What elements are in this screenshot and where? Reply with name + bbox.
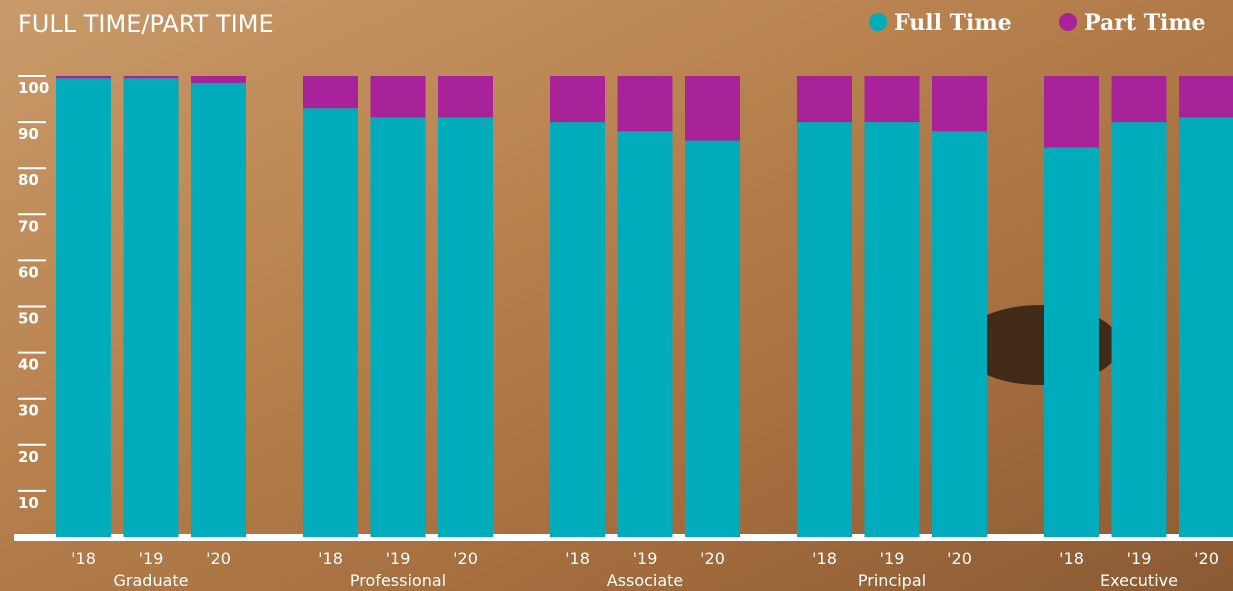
- bar-segment: [617, 131, 673, 537]
- y-tick-label: 100: [18, 79, 49, 97]
- bar-segment: [685, 76, 740, 141]
- legend-label: Part Time: [1084, 10, 1206, 36]
- y-tick-label: 20: [18, 448, 39, 466]
- x-tick-label: '18: [1059, 549, 1084, 568]
- bar-segment: [1044, 147, 1099, 537]
- legend-swatch: [1059, 13, 1077, 31]
- bar-segment: [932, 131, 987, 537]
- x-tick-label: '19: [386, 549, 411, 568]
- legend-swatch: [869, 13, 887, 31]
- bar-segment: [797, 76, 852, 123]
- bar-segment: [123, 76, 179, 79]
- bar-segment: [438, 117, 493, 538]
- legend: Full Time Part Time: [869, 10, 1206, 36]
- x-tick-label: '19: [139, 549, 164, 568]
- chart-title: FULL TIME/PART TIME: [18, 10, 274, 38]
- group-label: Professional: [350, 571, 446, 590]
- x-tick-label: '20: [206, 549, 231, 568]
- x-tick-label: '18: [812, 549, 837, 568]
- bar-segment: [797, 122, 852, 537]
- y-tick-label: 80: [18, 171, 39, 189]
- bar-segment: [1044, 76, 1099, 148]
- y-tick-label: 40: [18, 356, 39, 374]
- y-tick-label: 30: [18, 402, 39, 420]
- bar-segment: [56, 78, 111, 538]
- legend-label: Full Time: [894, 10, 1012, 36]
- bar-segment: [864, 122, 920, 537]
- x-tick-label: '20: [700, 549, 725, 568]
- bar-segment: [864, 76, 920, 123]
- bar-segment: [550, 76, 605, 123]
- x-tick-label: '19: [880, 549, 905, 568]
- bar-segment: [550, 122, 605, 537]
- bar-segment: [56, 76, 111, 79]
- group-label: Principal: [858, 571, 926, 590]
- bar-segment: [191, 82, 246, 537]
- group-label: Executive: [1100, 571, 1178, 590]
- group-label: Associate: [607, 571, 684, 590]
- x-tick-label: '18: [565, 549, 590, 568]
- bar-segment: [1179, 117, 1233, 538]
- bar-segment: [370, 117, 426, 538]
- group-label: Graduate: [114, 571, 189, 590]
- y-tick-label: 10: [18, 494, 39, 512]
- bar-segment: [370, 76, 426, 118]
- x-tick-label: '19: [633, 549, 658, 568]
- x-tick-label: '20: [947, 549, 972, 568]
- bar-segment: [1111, 122, 1167, 537]
- y-tick-label: 90: [18, 125, 39, 143]
- y-tick-label: 50: [18, 310, 39, 328]
- bar-segment: [932, 76, 987, 132]
- bar-segment: [191, 76, 246, 83]
- x-tick-label: '19: [1127, 549, 1152, 568]
- x-tick-label: '20: [1194, 549, 1219, 568]
- bar-segment: [303, 76, 358, 109]
- x-tick-label: '18: [71, 549, 96, 568]
- x-tick-label: '18: [318, 549, 343, 568]
- y-tick-label: 70: [18, 217, 39, 235]
- bar-segment: [617, 76, 673, 132]
- x-tick-label: '20: [453, 549, 478, 568]
- bar-segment: [1179, 76, 1233, 118]
- bar-segment: [438, 76, 493, 118]
- bar-segment: [685, 140, 740, 538]
- bar-segment: [1111, 76, 1167, 123]
- bar-segment: [123, 78, 179, 538]
- baseline: [14, 534, 1233, 541]
- y-tick-label: 60: [18, 263, 39, 281]
- bar-segment: [303, 108, 358, 538]
